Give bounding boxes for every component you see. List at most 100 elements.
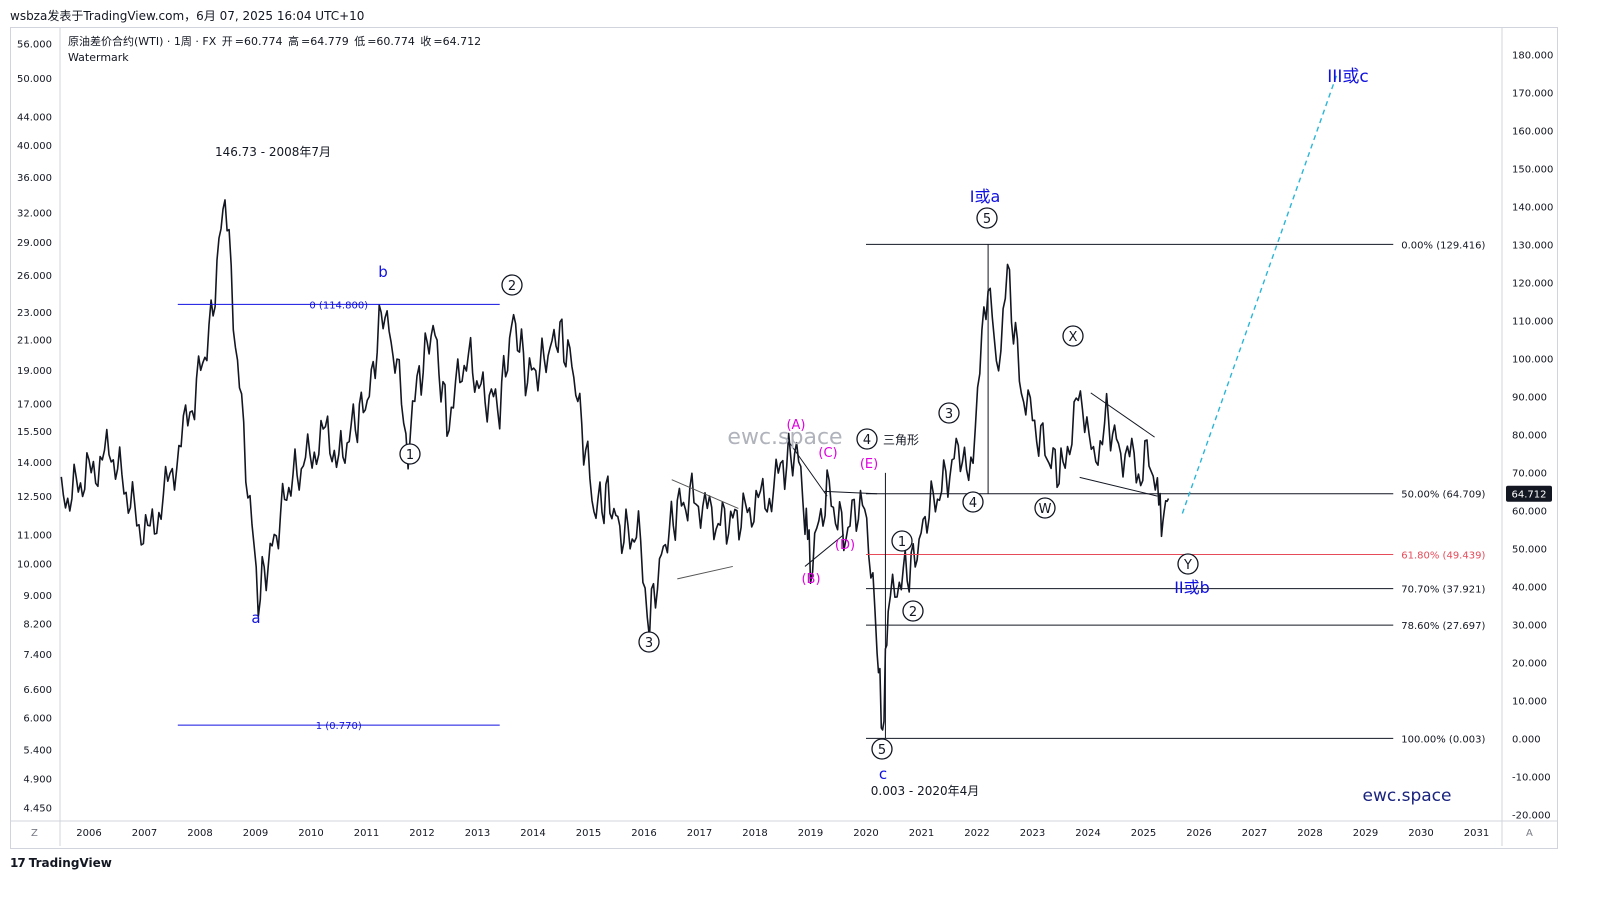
right-tick-label-14: 120.000 [1512,278,1553,289]
wave-label-i-or-a: I或a [970,187,1001,206]
right-tick-label-3: 10.000 [1512,696,1547,707]
wave-circ-1-2011: 1 [406,448,414,463]
wave-circ-1-2020: 1 [898,535,906,550]
right-tick-label-11: 90.000 [1512,392,1547,403]
left-tick-label-5: 7.400 [23,650,52,661]
x-tick-label-2014: 2014 [520,828,545,839]
projection-line [1181,71,1339,514]
x-tick-label-2011: 2011 [354,828,379,839]
wave-circ-3-2021-circle [938,402,960,424]
close-value: =64.712 [433,35,482,48]
low-annotation: 0.003 - 2020年4月 [871,784,980,798]
wave-circ-1-2011-circle [399,443,421,465]
right-tick-label-12: 100.000 [1512,354,1553,365]
auto-scale-toggle[interactable]: A [1526,828,1533,839]
symbol-legend: 原油差价合约(WTI) · 1周 · FX 开 =60.774 高 =64.779 … [68,34,483,66]
x-tick-label-2012: 2012 [409,828,434,839]
left-tick-label-9: 11.000 [17,531,52,542]
x-tick-label-2030: 2030 [1408,828,1433,839]
fib-label-1: 50.00% (64.709) [1401,490,1485,501]
right-tick-label-10: 80.000 [1512,430,1547,441]
triangle-label-e: (E) [860,457,878,472]
wave-circ-3-2021: 3 [945,407,953,422]
left-tick-label-17: 26.000 [17,271,52,282]
right-tick-label-5: 30.000 [1512,620,1547,631]
wave-label-b: b [378,263,388,281]
timezone-toggle[interactable]: Z [31,828,38,839]
left-tick-label-4: 6.600 [23,685,52,696]
right-tick-label-15: 130.000 [1512,240,1553,251]
x-tick-label-2018: 2018 [742,828,767,839]
left-tick-label-22: 44.000 [17,112,52,123]
fib-left-label-0: 0 (114.800) [309,300,368,311]
left-tick-label-0: 4.450 [23,804,52,815]
tradingview-logo-icon: 17 [10,856,26,870]
x-tick-label-2026: 2026 [1186,828,1211,839]
right-tick-label-4: 20.000 [1512,658,1547,669]
right-tick-label-8: 60.000 [1512,506,1547,517]
wave-circ-3-2016-circle [638,631,660,653]
low-label: 低 [354,35,366,48]
wave-circ-2-2013: 2 [508,279,516,294]
fib-label-5: 100.00% (0.003) [1401,734,1485,745]
wave-circ-5-2022-circle [976,207,998,229]
wave-circ-w-circle [1034,497,1056,519]
x-tick-label-2017: 2017 [687,828,712,839]
wave-circ-4-2021: 4 [969,496,977,511]
fib-label-3: 70.70% (37.921) [1401,585,1485,596]
wave-circ-4-2019-circle [856,428,878,450]
open-value: =60.774 [234,35,283,48]
triangle-bottom-line [804,534,845,567]
left-tick-label-10: 12.500 [17,492,52,503]
x-tick-label-2029: 2029 [1353,828,1378,839]
tradingview-brand[interactable]: 17 TradingView [10,856,112,870]
right-tick-label-0: -20.000 [1512,810,1551,821]
right-tick-label-18: 160.000 [1512,126,1553,137]
x-tick-label-2022: 2022 [964,828,989,839]
left-tick-label-15: 21.000 [17,336,52,347]
wave-circ-y: Y [1183,558,1192,573]
left-tick-label-2: 5.400 [23,745,52,756]
right-tick-label-20: 180.000 [1512,50,1553,61]
triangle-label-c: (C) [818,446,837,461]
left-tick-label-8: 10.000 [17,559,52,570]
symbol-name[interactable]: 原油差价合约(WTI) · 1周 · FX [68,35,217,48]
chart-frame [10,27,1558,849]
x-tick-label-2009: 2009 [243,828,268,839]
wave-circ-1-2020-circle [891,530,913,552]
wave-circ-w: W [1039,502,1052,517]
wave-circ-y-circle [1177,553,1199,575]
left-tick-label-13: 17.000 [17,399,52,410]
price-series-line[interactable] [60,199,1170,731]
x-tick-label-2021: 2021 [909,828,934,839]
peak-annotation: 146.73 - 2008年7月 [215,145,331,159]
x-tick-label-2010: 2010 [298,828,323,839]
wave-label-iii-or-c: III或c [1327,67,1368,87]
x-tick-label-2007: 2007 [132,828,157,839]
left-tick-label-24: 56.000 [17,40,52,51]
triangle-label-d: (D) [835,538,855,553]
left-tick-label-18: 29.000 [17,238,52,249]
wedge-top-line [671,479,739,509]
x-tick-label-2020: 2020 [853,828,878,839]
right-tick-label-1: -10.000 [1512,772,1551,783]
left-tick-label-11: 14.000 [17,458,52,469]
right-tick-label-13: 110.000 [1512,316,1553,327]
triangle-label-b: (B) [801,572,820,587]
left-tick-label-6: 8.200 [23,619,52,630]
fib-label-4: 78.60% (27.697) [1401,621,1485,632]
x-tick-label-2008: 2008 [187,828,212,839]
left-tick-label-19: 32.000 [17,209,52,220]
watermark-label: Watermark [68,51,129,64]
center-watermark-brand: ewc.space [727,425,842,450]
left-tick-label-3: 6.000 [23,714,52,725]
wave-circ-x-circle [1062,325,1084,347]
channel-bottom-line [1079,476,1158,497]
wave-circ-4-2019: 4 [863,433,871,448]
fib-label-2: 61.80% (49.439) [1401,550,1485,561]
wave-circ-5-2022: 5 [983,212,991,227]
wave-circ-2-2020: 2 [909,605,917,620]
publisher-line: wsbza发表于TradingView.com，6月 07, 2025 16:0… [10,9,365,23]
right-tick-label-6: 40.000 [1512,582,1547,593]
